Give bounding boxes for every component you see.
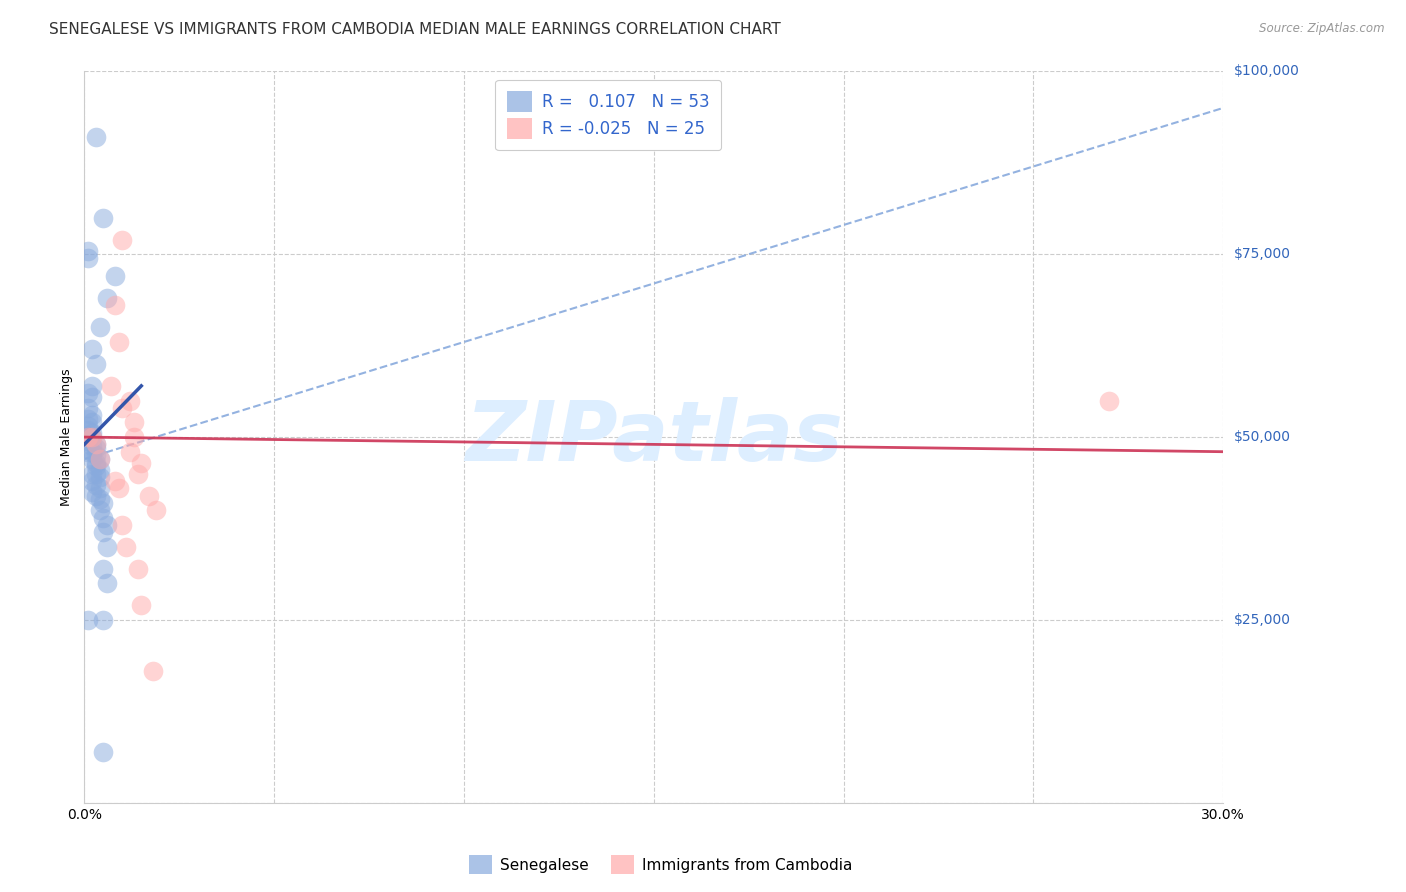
Text: $100,000: $100,000 — [1234, 64, 1301, 78]
Point — [89, 452, 111, 467]
Point — [80, 474, 103, 488]
Legend: Senegalese, Immigrants from Cambodia: Senegalese, Immigrants from Cambodia — [463, 849, 859, 880]
Point — [80, 444, 103, 458]
Point — [89, 481, 111, 495]
Point — [84, 459, 107, 474]
Point — [122, 416, 145, 430]
Point — [122, 430, 145, 444]
Point — [118, 444, 141, 458]
Text: SENEGALESE VS IMMIGRANTS FROM CAMBODIA MEDIAN MALE EARNINGS CORRELATION CHART: SENEGALESE VS IMMIGRANTS FROM CAMBODIA M… — [49, 22, 780, 37]
Point — [77, 434, 100, 448]
Point — [138, 489, 160, 503]
Point — [96, 291, 118, 305]
Point — [77, 401, 100, 415]
Point — [84, 489, 107, 503]
Point — [84, 441, 107, 455]
Legend: R =   0.107   N = 53, R = -0.025   N = 25: R = 0.107 N = 53, R = -0.025 N = 25 — [495, 79, 721, 151]
Point — [84, 130, 107, 145]
Point — [84, 448, 107, 462]
Point — [80, 484, 103, 499]
Point — [89, 503, 111, 517]
Point — [77, 386, 100, 401]
Point — [80, 426, 103, 441]
Point — [80, 408, 103, 422]
Point — [111, 233, 134, 247]
Point — [89, 492, 111, 507]
Point — [77, 419, 100, 434]
Point — [84, 437, 107, 451]
Point — [93, 525, 115, 540]
Point — [77, 444, 100, 458]
Point — [80, 452, 103, 467]
Point — [93, 496, 115, 510]
Text: $75,000: $75,000 — [1234, 247, 1291, 261]
Point — [89, 463, 111, 477]
Text: Source: ZipAtlas.com: Source: ZipAtlas.com — [1260, 22, 1385, 36]
Point — [80, 416, 103, 430]
Point — [84, 467, 107, 481]
Point — [77, 430, 100, 444]
Point — [131, 599, 153, 613]
Point — [84, 456, 107, 470]
Point — [118, 393, 141, 408]
Point — [107, 481, 129, 495]
Point — [77, 430, 100, 444]
Point — [80, 379, 103, 393]
Point — [84, 357, 107, 371]
Point — [1098, 393, 1121, 408]
Point — [80, 430, 103, 444]
Point — [77, 411, 100, 425]
Point — [96, 576, 118, 591]
Text: $25,000: $25,000 — [1234, 613, 1291, 627]
Point — [89, 452, 111, 467]
Point — [84, 477, 107, 491]
Point — [93, 562, 115, 576]
Point — [93, 510, 115, 524]
Point — [80, 430, 103, 444]
Y-axis label: Median Male Earnings: Median Male Earnings — [59, 368, 73, 506]
Point — [77, 244, 100, 258]
Point — [104, 269, 127, 284]
Point — [115, 540, 138, 554]
Point — [104, 298, 127, 312]
Point — [89, 320, 111, 334]
Point — [145, 503, 167, 517]
Point — [77, 251, 100, 265]
Point — [111, 401, 134, 415]
Point — [77, 613, 100, 627]
Point — [142, 664, 165, 678]
Point — [127, 467, 149, 481]
Point — [131, 456, 153, 470]
Point — [77, 423, 100, 437]
Point — [96, 517, 118, 532]
Point — [104, 474, 127, 488]
Point — [80, 343, 103, 357]
Point — [80, 439, 103, 453]
Point — [80, 390, 103, 404]
Point — [127, 562, 149, 576]
Text: ZIPatlas: ZIPatlas — [465, 397, 842, 477]
Point — [107, 334, 129, 349]
Point — [84, 437, 107, 451]
Point — [93, 613, 115, 627]
Text: $50,000: $50,000 — [1234, 430, 1291, 444]
Point — [100, 379, 122, 393]
Point — [93, 211, 115, 225]
Point — [89, 470, 111, 484]
Point — [111, 517, 134, 532]
Point — [96, 540, 118, 554]
Point — [80, 467, 103, 481]
Point — [93, 745, 115, 759]
